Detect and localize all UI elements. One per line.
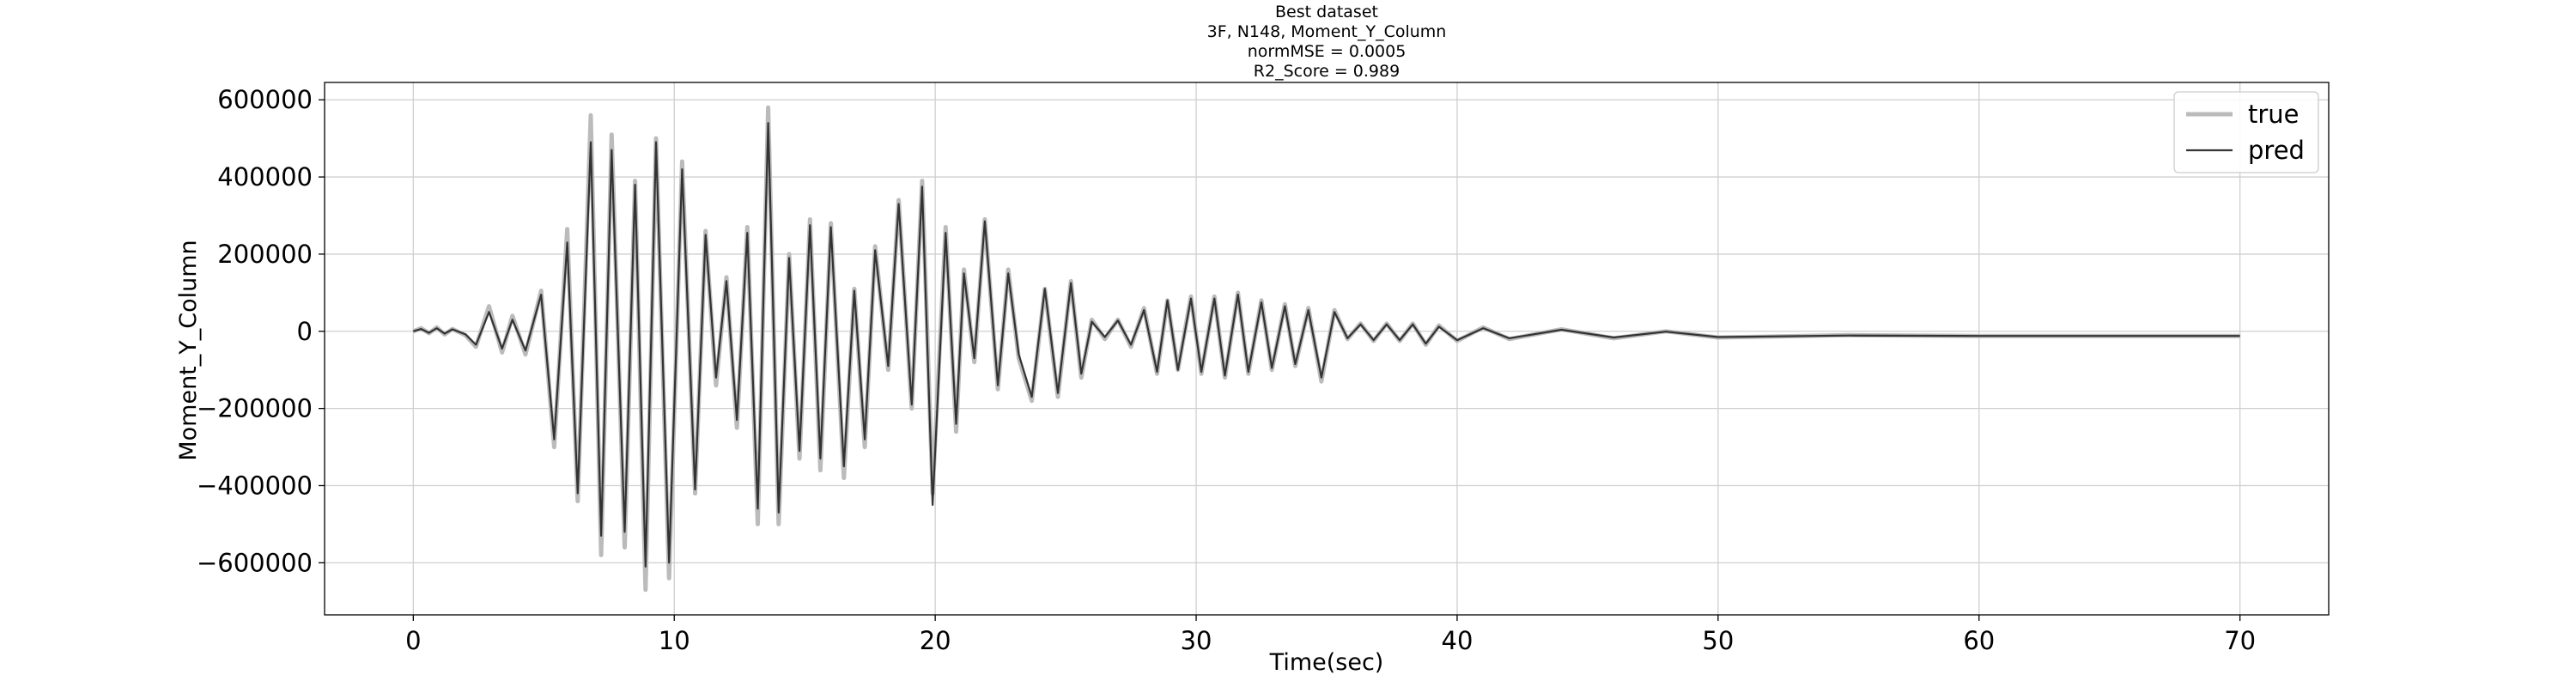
x-tick-label: 70 bbox=[2224, 626, 2256, 655]
title-line: 3F, N148, Moment_Y_Column bbox=[1207, 22, 1447, 41]
x-tick-label: 0 bbox=[405, 626, 421, 655]
title-line: Best dataset bbox=[1275, 3, 1378, 21]
y-tick-label: 600000 bbox=[217, 85, 313, 114]
legend: true pred bbox=[2173, 91, 2319, 173]
y-axis-ticks: 600000 400000 200000 0 −200000 −400000 −600000 bbox=[197, 85, 325, 577]
x-tick-label: 40 bbox=[1442, 626, 1473, 655]
x-tick-label: 10 bbox=[659, 626, 690, 655]
title-line: R2_Score = 0.989 bbox=[1254, 62, 1400, 81]
plot-frame bbox=[324, 82, 2330, 616]
y-tick-label: 0 bbox=[297, 317, 313, 346]
x-tick-label: 20 bbox=[920, 626, 951, 655]
title-line: normMSE = 0.0005 bbox=[1248, 42, 1406, 61]
x-tick-label: 30 bbox=[1181, 626, 1212, 655]
y-tick-label: −200000 bbox=[197, 394, 313, 423]
y-tick-label: −600000 bbox=[197, 548, 313, 577]
x-tick-label: 60 bbox=[1963, 626, 1995, 655]
series-lines bbox=[412, 105, 2240, 593]
series-pred-line bbox=[412, 122, 2240, 568]
y-tick-label: −400000 bbox=[197, 471, 313, 500]
legend-label-pred: pred bbox=[2248, 136, 2305, 165]
y-tick-label: 200000 bbox=[217, 240, 313, 269]
y-tick-label: 400000 bbox=[217, 162, 313, 192]
x-axis-ticks: 0 10 20 30 40 50 60 70 bbox=[405, 615, 2256, 655]
x-tick-label: 50 bbox=[1702, 626, 1734, 655]
legend-label-true: true bbox=[2248, 100, 2300, 129]
y-axis-label: Moment_Y_Column bbox=[175, 240, 202, 460]
x-axis-label: Time(sec) bbox=[1269, 649, 1384, 676]
